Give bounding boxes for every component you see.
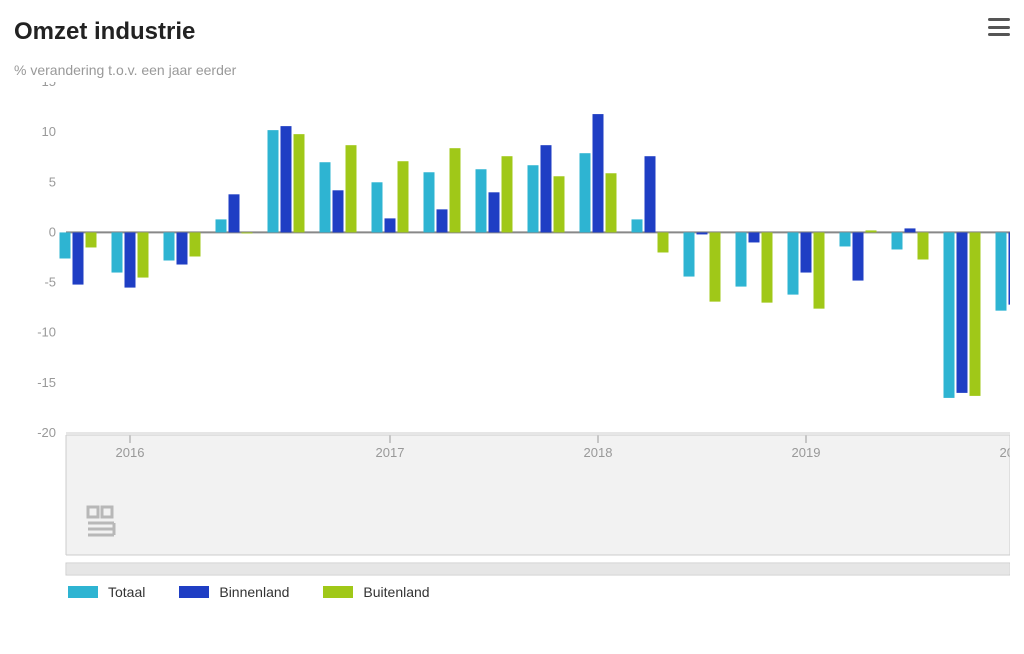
bar: [73, 232, 84, 284]
legend-label: Binnenland: [219, 584, 289, 600]
bar: [853, 232, 864, 280]
svg-text:5: 5: [49, 174, 56, 189]
bar: [801, 232, 812, 272]
legend-swatch: [68, 586, 98, 598]
xaxis-year-label: 2018: [584, 445, 613, 460]
bar: [294, 134, 305, 232]
bar: [216, 219, 227, 232]
bar: [528, 165, 539, 232]
bar: [476, 169, 487, 232]
bar: [398, 161, 409, 232]
bar: [593, 114, 604, 232]
bar: [281, 126, 292, 232]
bar: [697, 232, 708, 234]
bar: [385, 218, 396, 232]
bar: [320, 162, 331, 232]
bar: [229, 194, 240, 232]
chart-legend: Totaal Binnenland Buitenland: [14, 584, 1010, 600]
svg-text:-5: -5: [44, 275, 56, 290]
legend-swatch: [323, 586, 353, 598]
bar: [996, 232, 1007, 310]
svg-text:-15: -15: [37, 375, 56, 390]
chart-title: Omzet industrie: [14, 18, 195, 46]
bar: [1009, 232, 1011, 304]
bar: [125, 232, 136, 287]
svg-text:0: 0: [49, 224, 56, 239]
xaxis-year-label: 2017: [376, 445, 405, 460]
bar: [268, 130, 279, 232]
bar: [489, 192, 500, 232]
bar: [905, 228, 916, 232]
bar: [333, 190, 344, 232]
bar: [164, 232, 175, 260]
svg-text:-10: -10: [37, 325, 56, 340]
bar: [86, 232, 97, 247]
xaxis-year-label: 2016: [116, 445, 145, 460]
bar: [814, 232, 825, 308]
legend-item[interactable]: Buitenland: [323, 584, 429, 600]
bar: [60, 232, 71, 258]
bar: [944, 232, 955, 397]
bar: [450, 148, 461, 232]
bar: [970, 232, 981, 395]
xaxis-year-label: 2020: [1000, 445, 1010, 460]
bar: [177, 232, 188, 264]
bar: [606, 173, 617, 232]
legend-item[interactable]: Binnenland: [179, 584, 289, 600]
bar: [632, 219, 643, 232]
bar: [645, 156, 656, 232]
bar: [502, 156, 513, 232]
bar: [541, 145, 552, 232]
bar: [762, 232, 773, 302]
chart-container: -20 -15 -10 -5 0 5 10 15 2016 2017 2018 2019 2020: [14, 82, 1010, 576]
bar: [749, 232, 760, 242]
bar: [138, 232, 149, 277]
legend-item[interactable]: Totaal: [68, 584, 145, 600]
chart-subtitle: % verandering t.o.v. een jaar eerder: [14, 62, 1010, 78]
bar: [957, 232, 968, 392]
bar: [424, 172, 435, 232]
hamburger-menu-icon[interactable]: [988, 18, 1010, 36]
xaxis-band: [66, 435, 1010, 555]
bar: [554, 176, 565, 232]
bar: [918, 232, 929, 259]
bar-chart: -20 -15 -10 -5 0 5 10 15 2016 2017 2018 2019 2020: [14, 82, 1010, 576]
bar: [372, 182, 383, 232]
bar: [684, 232, 695, 276]
bar: [112, 232, 123, 272]
bar: [346, 145, 357, 232]
bar: [190, 232, 201, 256]
bar: [866, 230, 877, 232]
chart-header: Omzet industrie: [14, 18, 1010, 46]
bar: [242, 232, 253, 233]
bar: [710, 232, 721, 301]
bar: [840, 232, 851, 246]
bar: [580, 153, 591, 232]
svg-text:10: 10: [42, 124, 56, 139]
bar: [736, 232, 747, 286]
bar: [892, 232, 903, 249]
legend-swatch: [179, 586, 209, 598]
bar: [658, 232, 669, 252]
svg-text:-20: -20: [37, 425, 56, 440]
timeline-scrollbar-thumb[interactable]: [67, 564, 1009, 574]
legend-label: Buitenland: [363, 584, 429, 600]
svg-text:15: 15: [42, 82, 56, 89]
xaxis-year-label: 2019: [792, 445, 821, 460]
bar: [437, 209, 448, 232]
bar: [788, 232, 799, 294]
legend-label: Totaal: [108, 584, 145, 600]
